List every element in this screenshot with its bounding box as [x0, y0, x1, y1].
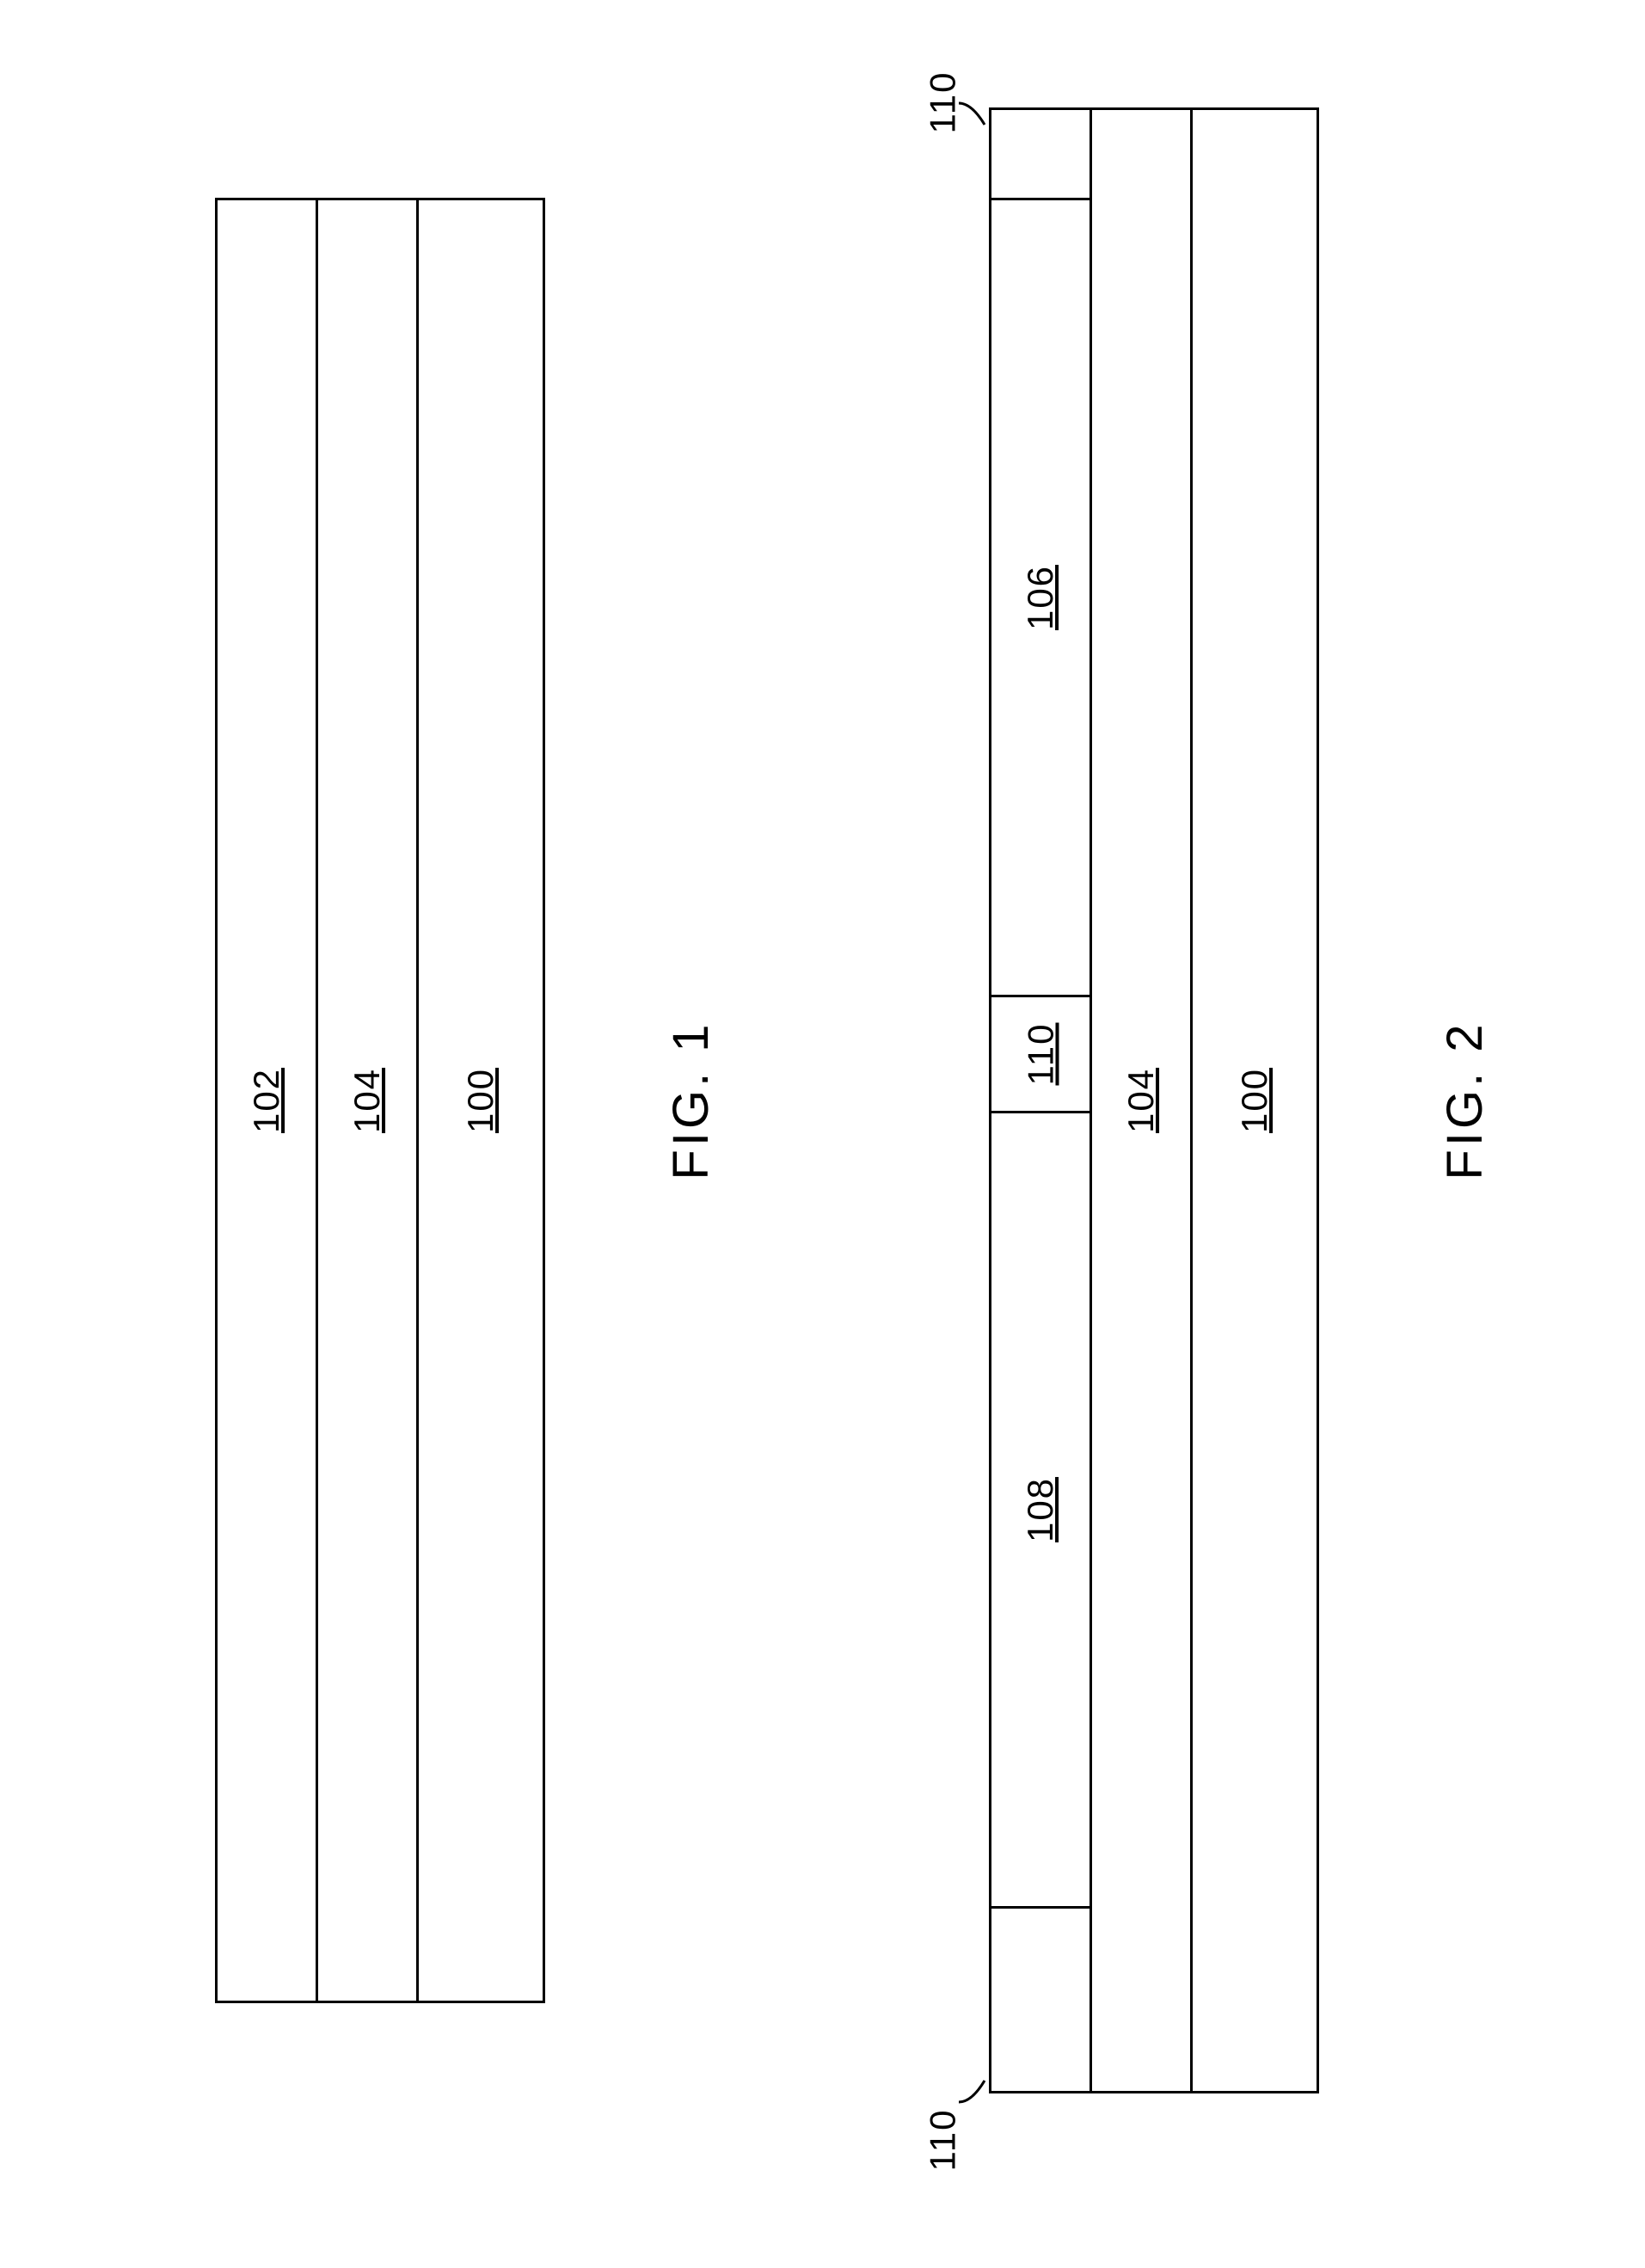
fig2-seg-110-left	[989, 107, 1092, 200]
fig2-leader-tick-bottom	[954, 2063, 997, 2106]
fig2-label-106: 106	[1020, 565, 1061, 630]
fig2-seg-110-mid: 110	[989, 995, 1092, 1113]
fig2-seg-110-right	[989, 1906, 1092, 2093]
fig2-seg-108: 108	[989, 1111, 1092, 1909]
fig1-label-100: 100	[460, 1068, 501, 1133]
fig1-caption: FIG. 1	[662, 1021, 720, 1180]
fig2-leader-110-bottom: 110	[922, 2109, 963, 2172]
fig2-label-104: 104	[1120, 1068, 1162, 1133]
fig2-label-100: 100	[1234, 1068, 1275, 1133]
fig2-label-108: 108	[1020, 1477, 1061, 1542]
fig2-layer-100: 100	[1190, 107, 1319, 2093]
fig2-layer-104: 104	[1090, 107, 1193, 2093]
fig2-caption: FIG. 2	[1436, 1021, 1494, 1180]
fig1-layer-102: 102	[215, 198, 318, 2003]
fig2-label-110-mid: 110	[1020, 1023, 1061, 1086]
fig2-seg-106: 106	[989, 198, 1092, 997]
fig1-label-102: 102	[246, 1068, 287, 1133]
fig2-leader-tick-top	[954, 99, 997, 142]
fig1-layer-100: 100	[416, 198, 545, 2003]
fig1-label-104: 104	[347, 1068, 388, 1133]
fig1-layer-104: 104	[316, 198, 419, 2003]
